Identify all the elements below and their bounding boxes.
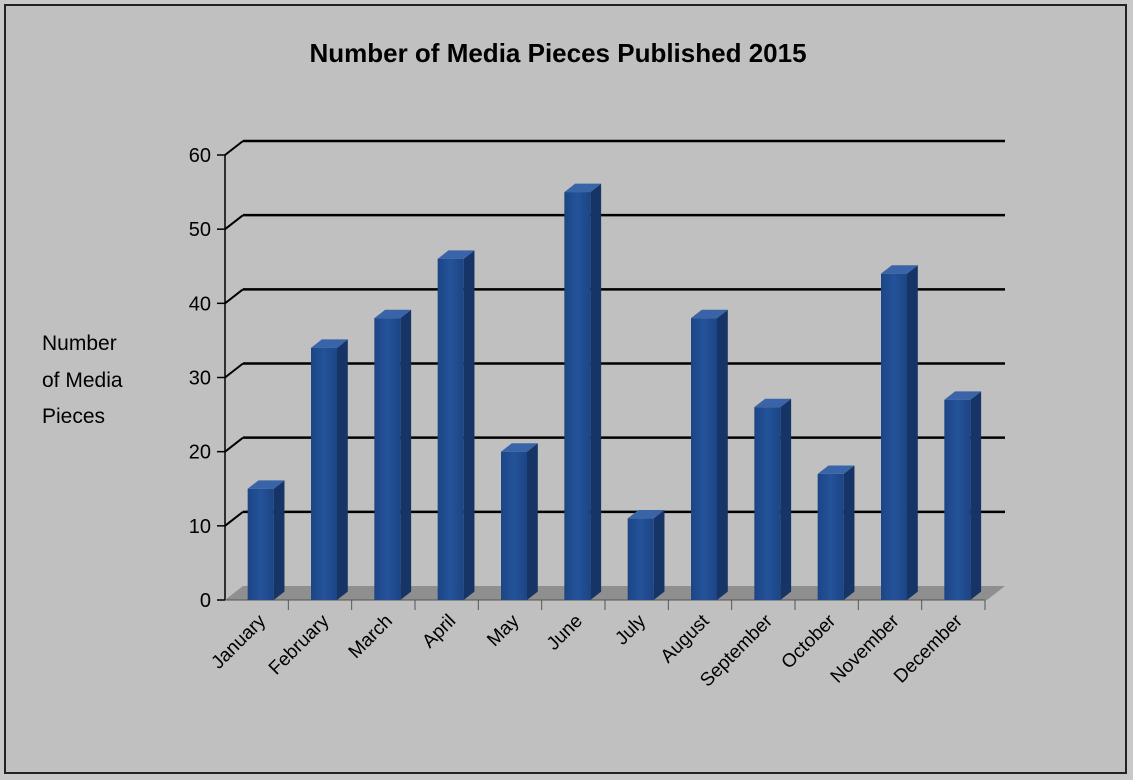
bar-top-october bbox=[817, 465, 855, 474]
side-gridline-50 bbox=[224, 214, 244, 230]
y-tick-label-20: 20 bbox=[189, 442, 211, 464]
bar-top-december bbox=[944, 391, 982, 400]
bar-side-june bbox=[590, 183, 602, 600]
bar-top-november bbox=[881, 265, 918, 274]
bar-september bbox=[754, 407, 781, 600]
bar-side-january bbox=[273, 480, 285, 600]
bar-top-february bbox=[311, 339, 348, 348]
y-tick-label-50: 50 bbox=[189, 219, 211, 241]
bar-side-july bbox=[653, 510, 665, 600]
x-tick-label-april: April bbox=[418, 611, 460, 653]
bar-november bbox=[881, 273, 907, 600]
y-axis-label-line-3: Pieces bbox=[42, 405, 105, 428]
side-gridline-30 bbox=[224, 362, 244, 379]
chart-title: Number of Media Pieces Published 2015 bbox=[309, 38, 806, 68]
bar-side-february bbox=[337, 339, 348, 600]
bar-side-august bbox=[717, 309, 728, 600]
side-gridline-60 bbox=[224, 140, 244, 156]
bar-top-january bbox=[247, 480, 285, 489]
y-tick-label-30: 30 bbox=[189, 368, 211, 390]
bar-october bbox=[817, 473, 844, 600]
bar-top-march bbox=[374, 309, 412, 319]
bar-top-september bbox=[754, 398, 792, 408]
bar-side-september bbox=[780, 398, 792, 600]
bar-side-march bbox=[400, 309, 412, 600]
bar-august bbox=[691, 318, 717, 600]
x-tick-label-october: October bbox=[778, 610, 841, 673]
x-tick-label-august: August bbox=[657, 610, 714, 667]
bar-january bbox=[247, 488, 274, 600]
bar-top-july bbox=[627, 510, 665, 519]
bar-top-june bbox=[564, 183, 602, 193]
x-tick-label-january: January bbox=[208, 610, 271, 673]
bar-top-may bbox=[501, 443, 538, 452]
x-tick-label-may: May bbox=[483, 610, 524, 651]
bar-july bbox=[627, 518, 654, 600]
y-tick-label-10: 10 bbox=[189, 516, 211, 538]
side-gridline-10 bbox=[224, 511, 244, 527]
bar-side-november bbox=[907, 265, 918, 600]
bar-top-april bbox=[437, 250, 475, 259]
bar-side-april bbox=[463, 250, 475, 600]
bar-side-may bbox=[527, 443, 538, 600]
y-tick-label-60: 60 bbox=[189, 145, 211, 167]
y-tick-label-0: 0 bbox=[200, 590, 211, 612]
side-gridline-40 bbox=[224, 288, 244, 305]
bar-side-october bbox=[843, 465, 855, 600]
x-tick-label-july: July bbox=[611, 610, 650, 649]
bar-april bbox=[437, 258, 464, 600]
bar-december bbox=[944, 399, 971, 600]
bar-march bbox=[374, 318, 401, 600]
bar-june bbox=[564, 192, 591, 601]
side-gridline-20 bbox=[224, 436, 244, 453]
x-tick-label-june: June bbox=[543, 611, 587, 655]
bar-may bbox=[501, 451, 527, 600]
chart-floor bbox=[225, 586, 1005, 600]
x-tick-label-february: February bbox=[265, 610, 334, 679]
x-tick-label-december: December bbox=[890, 610, 967, 687]
y-tick-label-40: 40 bbox=[189, 293, 211, 315]
bar-side-december bbox=[970, 391, 982, 600]
bar-february bbox=[311, 347, 337, 600]
bar-top-august bbox=[691, 309, 728, 319]
y-axis-label-line-2: of Media bbox=[42, 369, 123, 392]
y-axis-label-line-1: Number bbox=[42, 332, 117, 355]
x-tick-label-march: March bbox=[345, 611, 397, 663]
